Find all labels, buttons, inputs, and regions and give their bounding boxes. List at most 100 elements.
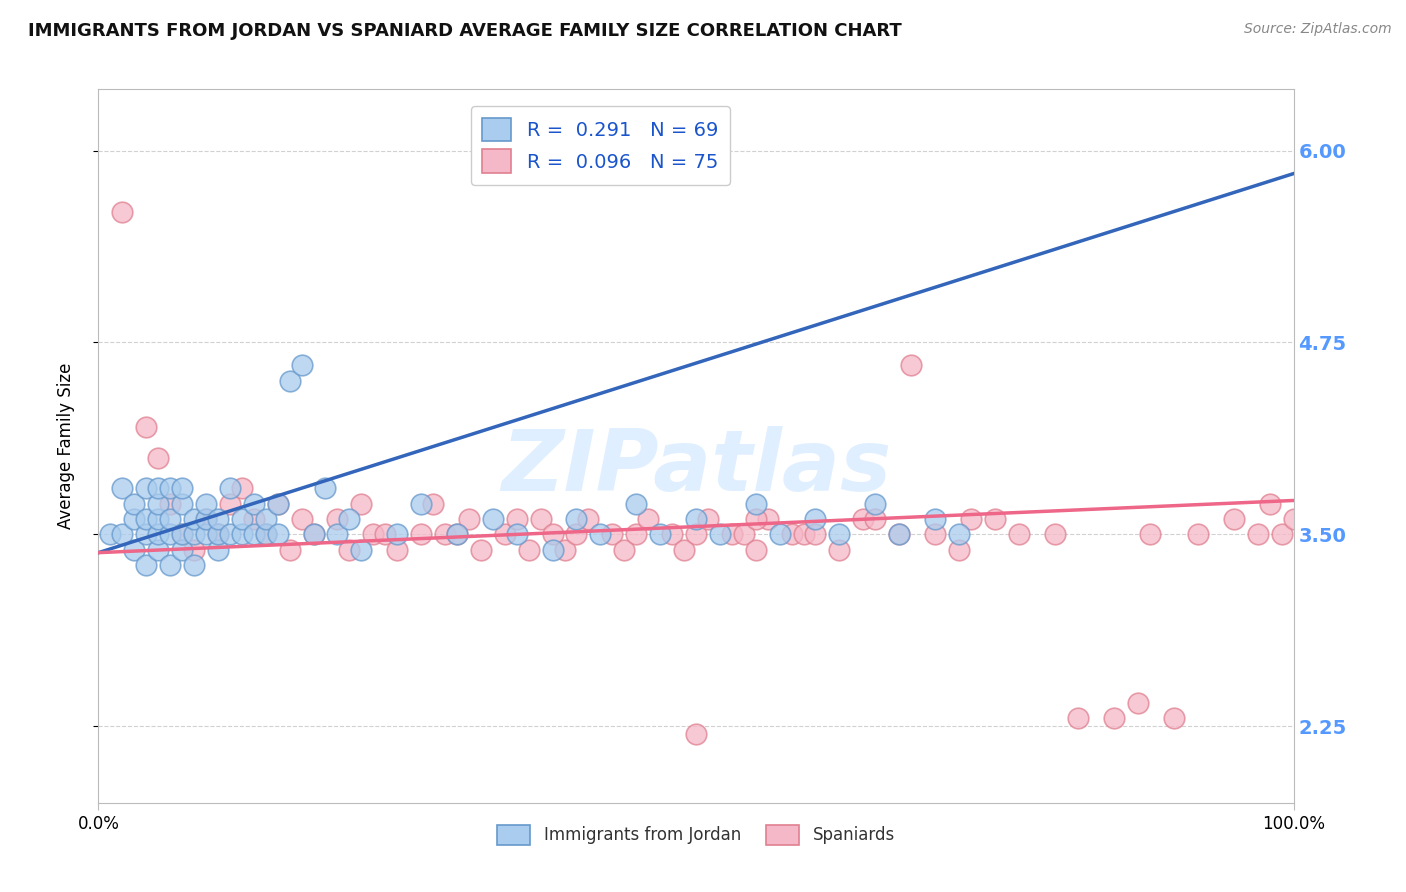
Point	[183, 558, 205, 572]
Point	[159, 527, 181, 541]
Point	[195, 512, 218, 526]
Point	[1187, 527, 1209, 541]
Point	[183, 512, 205, 526]
Point	[350, 542, 373, 557]
Point	[685, 727, 707, 741]
Point	[302, 527, 325, 541]
Point	[231, 527, 253, 541]
Point	[254, 527, 277, 541]
Point	[984, 512, 1007, 526]
Point	[613, 542, 636, 557]
Point	[458, 512, 481, 526]
Point	[159, 497, 181, 511]
Point	[385, 527, 409, 541]
Point	[350, 497, 373, 511]
Point	[148, 481, 170, 495]
Point	[1223, 512, 1246, 526]
Point	[626, 497, 648, 511]
Point	[159, 512, 181, 526]
Point	[148, 450, 170, 465]
Point	[207, 527, 229, 541]
Point	[1067, 711, 1090, 725]
Point	[267, 497, 290, 511]
Point	[207, 542, 229, 557]
Point	[374, 527, 396, 541]
Point	[363, 527, 385, 541]
Point	[326, 527, 349, 541]
Point	[385, 542, 409, 557]
Point	[183, 527, 205, 541]
Point	[148, 512, 170, 526]
Point	[446, 527, 468, 541]
Point	[745, 512, 768, 526]
Point	[530, 512, 553, 526]
Point	[219, 527, 242, 541]
Point	[98, 527, 122, 541]
Point	[254, 512, 277, 526]
Point	[828, 542, 851, 557]
Point	[1128, 696, 1150, 710]
Point	[541, 527, 564, 541]
Text: Source: ZipAtlas.com: Source: ZipAtlas.com	[1244, 22, 1392, 37]
Point	[1008, 527, 1031, 541]
Point	[231, 512, 253, 526]
Point	[865, 497, 887, 511]
Point	[565, 527, 588, 541]
Point	[207, 527, 229, 541]
Point	[804, 527, 827, 541]
Point	[446, 527, 468, 541]
Point	[721, 527, 744, 541]
Point	[124, 512, 146, 526]
Point	[422, 497, 444, 511]
Point	[111, 527, 134, 541]
Point	[960, 512, 983, 526]
Point	[159, 558, 181, 572]
Point	[924, 527, 946, 541]
Point	[291, 359, 314, 373]
Point	[924, 512, 946, 526]
Point	[148, 527, 170, 541]
Point	[756, 512, 779, 526]
Point	[411, 497, 433, 511]
Point	[267, 497, 290, 511]
Legend: Immigrants from Jordan, Spaniards: Immigrants from Jordan, Spaniards	[491, 818, 901, 852]
Point	[195, 527, 218, 541]
Point	[661, 527, 683, 541]
Point	[339, 542, 361, 557]
Point	[172, 481, 194, 495]
Point	[1282, 512, 1305, 526]
Point	[1271, 527, 1294, 541]
Point	[697, 512, 720, 526]
Point	[494, 527, 516, 541]
Point	[506, 527, 529, 541]
Point	[267, 527, 290, 541]
Point	[135, 481, 157, 495]
Point	[780, 527, 803, 541]
Point	[1163, 711, 1185, 725]
Point	[673, 542, 696, 557]
Point	[207, 512, 229, 526]
Point	[148, 542, 170, 557]
Point	[183, 542, 205, 557]
Point	[541, 542, 564, 557]
Point	[470, 542, 492, 557]
Point	[1104, 711, 1126, 725]
Point	[195, 497, 218, 511]
Point	[889, 527, 911, 541]
Point	[900, 359, 922, 373]
Point	[159, 481, 181, 495]
Point	[565, 512, 588, 526]
Point	[172, 527, 194, 541]
Point	[889, 527, 911, 541]
Point	[172, 527, 194, 541]
Point	[411, 527, 433, 541]
Point	[650, 527, 672, 541]
Point	[506, 512, 529, 526]
Point	[219, 497, 242, 511]
Point	[339, 512, 361, 526]
Point	[231, 481, 253, 495]
Point	[793, 527, 815, 541]
Point	[517, 542, 540, 557]
Point	[733, 527, 755, 541]
Point	[554, 542, 576, 557]
